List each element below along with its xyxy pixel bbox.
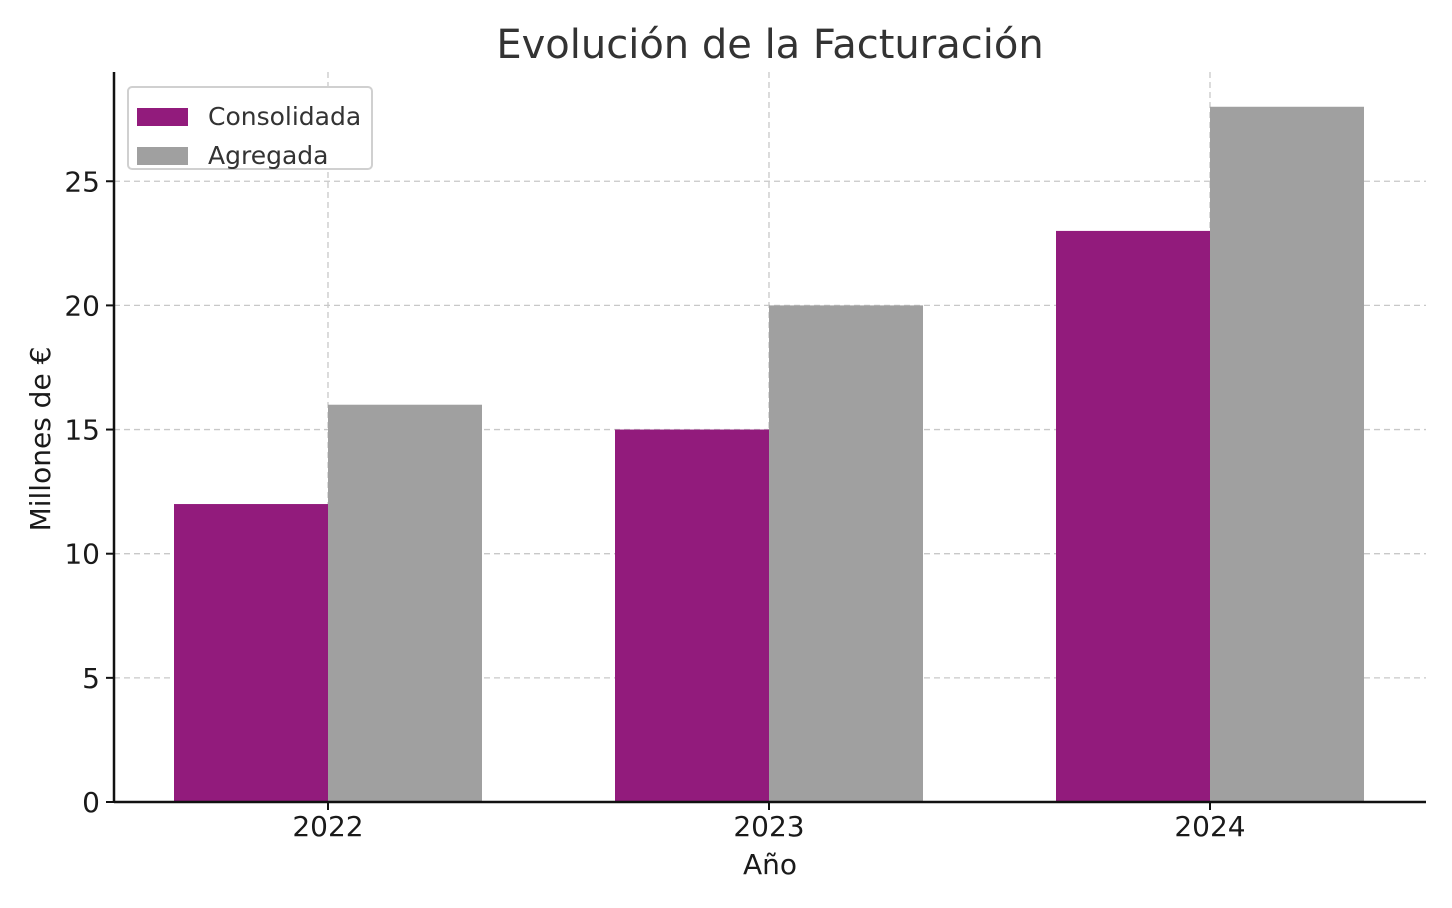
bar-agregada-2024 [1210,106,1364,802]
bar-agregada-2022 [328,404,482,802]
y-tick-label: 5 [82,662,100,695]
y-axis-title: Millones de € [24,347,57,532]
y-tick-label: 20 [64,289,100,322]
bar-consolidada-2023 [615,429,769,802]
legend-label-agregada: Agregada [208,141,328,170]
y-tick-label: 15 [64,414,100,447]
y-tick-label: 0 [82,786,100,819]
bar-agregada-2023 [769,305,923,802]
bar-consolidada-2022 [174,504,328,802]
bars [174,106,1364,802]
legend-swatch-agregada [137,147,188,165]
legend-swatch-consolidada [137,108,188,126]
chart-title: Evolución de la Facturación [496,22,1043,68]
x-tick-label: 2022 [292,810,363,843]
legend-box [127,86,373,170]
legend-label-consolidada: Consolidada [208,102,361,131]
x-axis-title: Año [743,848,797,881]
x-tick-label: 2023 [733,810,804,843]
legend: Consolidada Agregada [127,86,373,170]
bar-consolidada-2024 [1056,230,1210,802]
ticks: 0 5 10 15 20 25 2022 2023 2024 [64,165,1245,843]
x-tick-label: 2024 [1174,810,1245,843]
y-tick-label: 25 [64,165,100,198]
y-tick-label: 10 [64,538,100,571]
